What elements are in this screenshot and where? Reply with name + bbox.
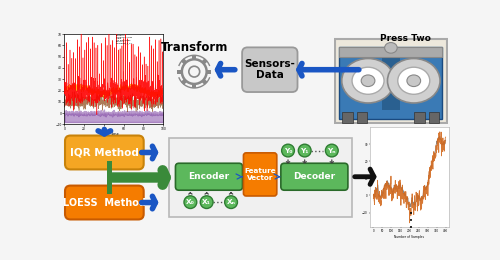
Text: X₀: X₀ [186, 199, 195, 205]
FancyBboxPatch shape [281, 163, 348, 190]
Bar [178, 69, 182, 74]
Text: Encoder: Encoder [188, 172, 230, 181]
Text: Feature
Vector: Feature Vector [244, 168, 276, 181]
Text: Press Two: Press Two [380, 34, 431, 43]
Text: Y₀: Y₀ [284, 147, 292, 154]
Circle shape [298, 144, 311, 157]
Circle shape [282, 144, 294, 157]
Text: Sensors-
Data: Sensors- Data [244, 59, 295, 81]
FancyBboxPatch shape [65, 135, 144, 170]
Bar [207, 69, 211, 74]
Bar [168, 138, 352, 217]
Text: Xₙ: Xₙ [226, 199, 235, 205]
Bar [192, 84, 196, 88]
Text: X₁: X₁ [202, 199, 211, 205]
Text: IQR Method: IQR Method [70, 147, 139, 158]
FancyBboxPatch shape [242, 47, 298, 92]
Text: Y₁: Y₁ [300, 147, 309, 154]
Text: Decoder: Decoder [294, 172, 336, 181]
Circle shape [200, 196, 213, 209]
Circle shape [184, 196, 197, 209]
Bar [202, 58, 207, 64]
Bar [108, 161, 112, 194]
Bar [181, 79, 187, 85]
Circle shape [326, 144, 338, 157]
Text: •
•
•: • • • [409, 211, 413, 231]
FancyBboxPatch shape [176, 163, 242, 190]
FancyBboxPatch shape [244, 153, 277, 196]
Bar [181, 58, 187, 64]
Text: Yₙ: Yₙ [328, 147, 336, 154]
FancyBboxPatch shape [65, 186, 144, 219]
Text: Transform: Transform [160, 41, 228, 54]
Bar [202, 79, 207, 85]
Circle shape [224, 196, 237, 209]
Text: LOESS  Method: LOESS Method [63, 198, 146, 207]
Bar [192, 55, 196, 59]
